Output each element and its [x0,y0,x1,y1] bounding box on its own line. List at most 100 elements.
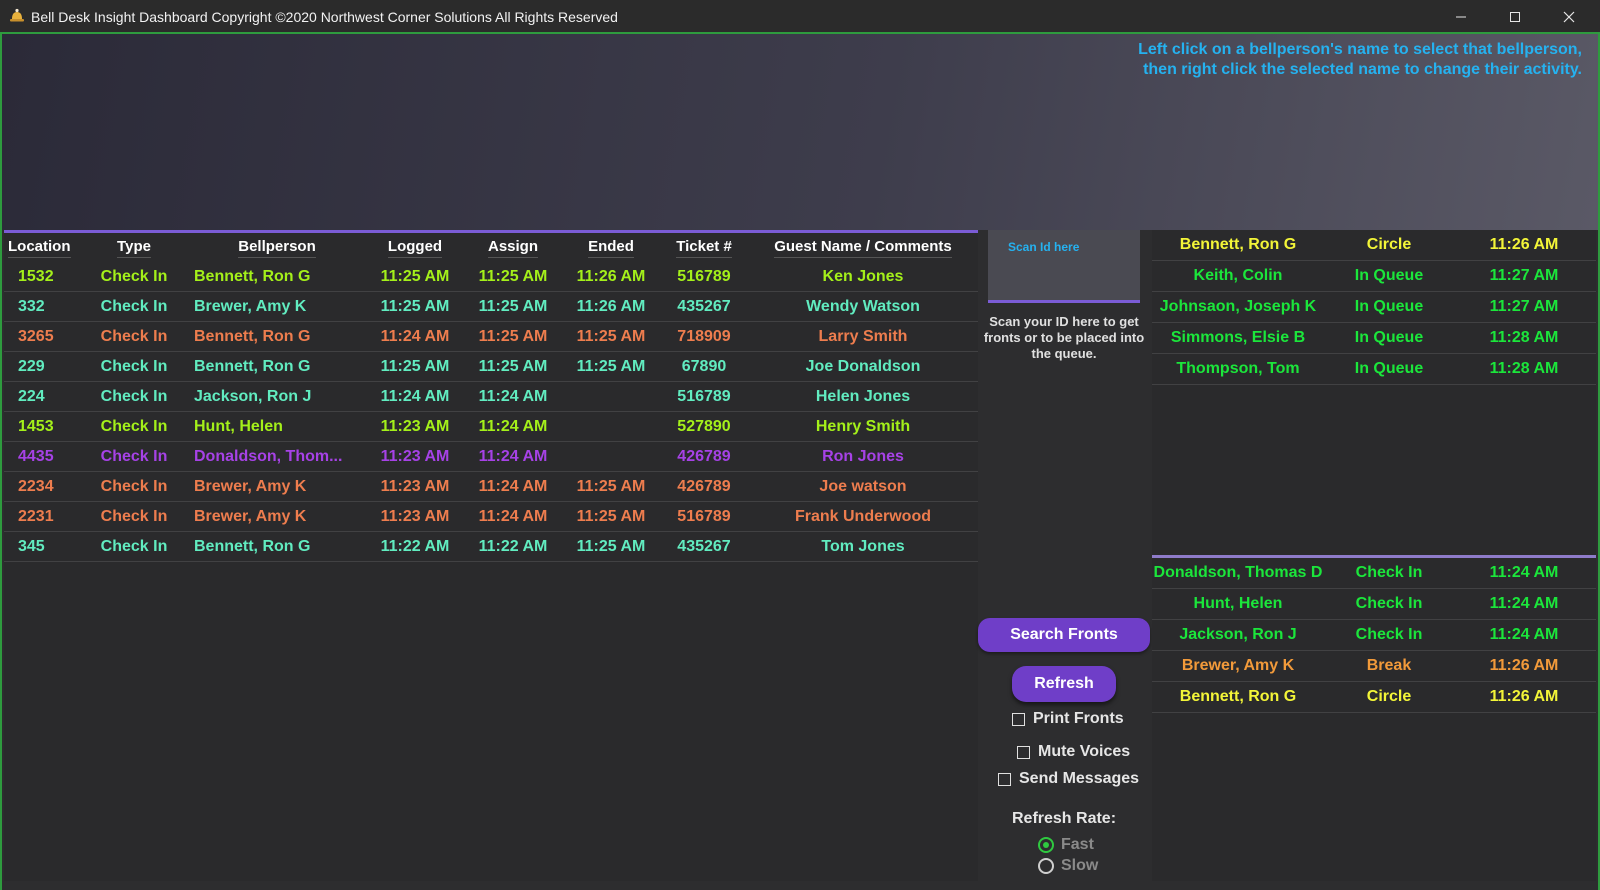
cell-ended: 11:25 AM [562,321,660,352]
cell-location: 2231 [4,501,80,532]
column-header-type[interactable]: Type [80,233,188,262]
window-frame-left [0,34,2,890]
list-item[interactable]: Johnsaon, Joseph K In Queue 11:27 AM [1152,292,1596,323]
bellperson-name[interactable]: Brewer, Amy K [1181,657,1295,674]
cell-ticket: 516789 [660,381,748,412]
cell-ticket: 67890 [660,351,748,382]
cell-ticket: 426789 [660,441,748,472]
cell-bellperson[interactable]: Bennett, Ron G [188,531,366,562]
bellperson-name[interactable]: Simmons, Elsie B [1170,329,1306,346]
print-fronts-checkbox[interactable]: Print Fronts [1012,710,1124,728]
cell-type: Check In [80,411,188,442]
bellperson-name[interactable]: Bennett, Ron G [1179,236,1297,253]
table-row[interactable]: 4435 Check In Donaldson, Thom... 11:23 AM 11… [4,441,978,472]
bellperson-time: 11:26 AM [1489,657,1559,674]
control-panel: Scan Id here Scan your ID here to get fr… [978,230,1150,881]
radio-unselected-icon [1038,858,1054,874]
mute-voices-box[interactable] [1017,745,1030,759]
cell-location: 4435 [4,441,80,472]
maximize-button[interactable] [1488,0,1542,34]
cell-ticket: 718909 [660,321,748,352]
cell-bellperson[interactable]: Brewer, Amy K [188,471,366,502]
minimize-button[interactable] [1434,0,1488,34]
table-row[interactable]: 2234 Check In Brewer, Amy K 11:23 AM 11:24 A… [4,471,978,502]
cell-type: Check In [80,321,188,352]
cell-bellperson[interactable]: Hunt, Helen [188,411,366,442]
cell-logged: 11:22 AM [366,531,464,562]
cell-location: 332 [4,291,80,322]
list-item[interactable]: Brewer, Amy K Break 11:26 AM [1152,651,1596,682]
bellperson-name[interactable]: Bennett, Ron G [1179,688,1297,705]
print-fronts-label: Print Fronts [1033,710,1124,727]
cell-ended: 11:26 AM [562,291,660,322]
bellperson-activity: Break [1366,657,1412,674]
cell-bellperson[interactable]: Donaldson, Thom... [188,441,366,472]
cell-bellperson[interactable]: Brewer, Amy K [188,501,366,532]
bellperson-time: 11:27 AM [1489,298,1559,315]
refresh-rate-fast-radio[interactable]: Fast [1038,836,1094,854]
column-header-guest[interactable]: Guest Name / Comments [748,233,978,262]
bellperson-activity: In Queue [1354,360,1424,377]
list-item[interactable]: Donaldson, Thomas D Check In 11:24 AM [1152,558,1596,589]
cell-bellperson[interactable]: Jackson, Ron J [188,381,366,412]
bellperson-name[interactable]: Hunt, Helen [1193,595,1283,612]
table-row[interactable]: 2231 Check In Brewer, Amy K 11:23 AM 11:24 A… [4,501,978,532]
bellperson-name[interactable]: Thompson, Tom [1176,360,1300,377]
bellperson-name[interactable]: Keith, Colin [1193,267,1283,284]
column-header-assign[interactable]: Assign [464,233,562,262]
close-button[interactable] [1542,0,1596,34]
print-fronts-box[interactable] [1012,712,1025,726]
cell-guest: Helen Jones [748,381,978,412]
list-item[interactable]: Bennett, Ron G Circle 11:26 AM [1152,230,1596,261]
refresh-button[interactable]: Refresh [1012,666,1116,702]
list-item[interactable]: Jackson, Ron J Check In 11:24 AM [1152,620,1596,651]
cell-bellperson[interactable]: Brewer, Amy K [188,291,366,322]
table-row[interactable]: 224 Check In Jackson, Ron J 11:24 AM 11:24 A… [4,381,978,412]
refresh-rate-slow-radio[interactable]: Slow [1038,857,1098,875]
search-fronts-button[interactable]: Search Fronts [978,618,1150,652]
mute-voices-checkbox[interactable]: Mute Voices [1017,743,1130,761]
column-header-bellperson[interactable]: Bellperson [188,233,366,262]
table-row[interactable]: 332 Check In Brewer, Amy K 11:25 AM 11:25 AM… [4,291,978,322]
list-item[interactable]: Keith, Colin In Queue 11:27 AM [1152,261,1596,292]
cell-logged: 11:24 AM [366,321,464,352]
cell-bellperson[interactable]: Bennett, Ron G [188,351,366,382]
bellperson-name[interactable]: Jackson, Ron J [1179,626,1297,643]
bellperson-activity: Check In [1355,564,1423,581]
table-row[interactable]: 345 Check In Bennett, Ron G 11:22 AM 11:22 A… [4,531,978,562]
list-item[interactable]: Bennett, Ron G Circle 11:26 AM [1152,682,1596,713]
list-item[interactable]: Simmons, Elsie B In Queue 11:28 AM [1152,323,1596,354]
table-row[interactable]: 1453 Check In Hunt, Helen 11:23 AM 11:24 AM 5… [4,411,978,442]
table-row[interactable]: 3265 Check In Bennett, Ron G 11:24 AM 11:25 … [4,321,978,352]
send-messages-box[interactable] [998,772,1011,786]
header-banner: Left click on a bellperson's name to sel… [2,34,1598,230]
cell-logged: 11:25 AM [366,351,464,382]
cell-guest: Ron Jones [748,441,978,472]
cell-type: Check In [80,471,188,502]
table-row[interactable]: 229 Check In Bennett, Ron G 11:25 AM 11:25 A… [4,351,978,382]
cell-logged: 11:25 AM [366,291,464,322]
scan-id-input[interactable]: Scan Id here [988,230,1140,303]
list-item[interactable]: Thompson, Tom In Queue 11:28 AM [1152,354,1596,385]
cell-ended: 11:25 AM [562,351,660,382]
cell-assign: 11:24 AM [464,471,562,502]
cell-assign: 11:25 AM [464,351,562,382]
table-row[interactable]: 1532 Check In Bennett, Ron G 11:25 AM 11:25 … [4,262,978,292]
column-header-ended[interactable]: Ended [562,233,660,262]
cell-ended [562,441,660,472]
column-header-ticket[interactable]: Ticket # [660,233,748,262]
column-header-logged[interactable]: Logged [366,233,464,262]
list-item[interactable]: Hunt, Helen Check In 11:24 AM [1152,589,1596,620]
column-header-location[interactable]: Location [4,233,80,262]
cell-assign: 11:24 AM [464,381,562,412]
bellperson-name[interactable]: Johnsaon, Joseph K [1159,298,1317,315]
send-messages-checkbox[interactable]: Send Messages [998,770,1139,788]
cell-bellperson[interactable]: Bennett, Ron G [188,321,366,352]
cell-bellperson[interactable]: Bennett, Ron G [188,262,366,292]
fast-label: Fast [1061,836,1094,853]
cell-guest: Joe watson [748,471,978,502]
cell-logged: 11:25 AM [366,262,464,292]
bellperson-name[interactable]: Donaldson, Thomas D [1153,564,1323,581]
cell-type: Check In [80,291,188,322]
bellperson-activity: In Queue [1354,329,1424,346]
